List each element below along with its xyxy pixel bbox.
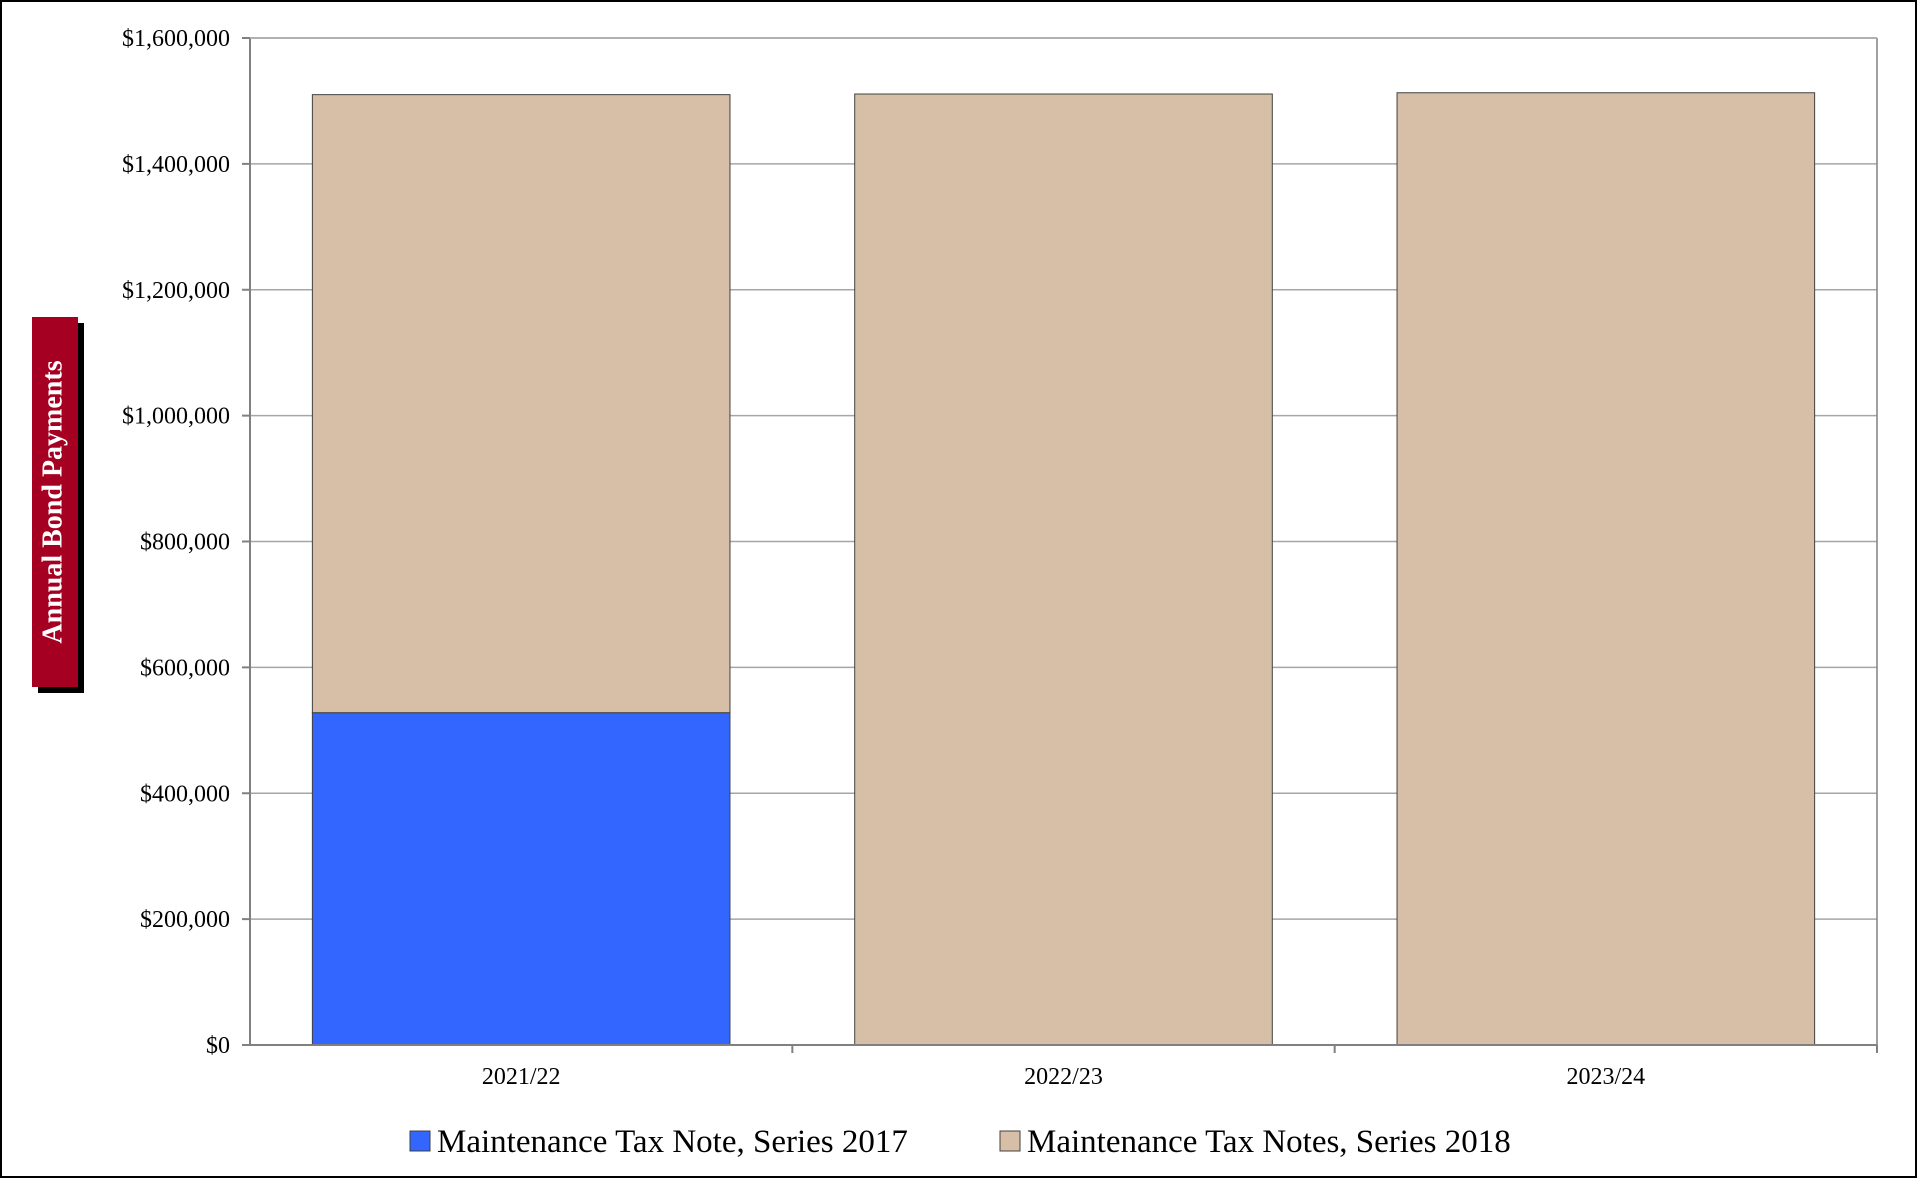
y-tick-label: $1,200,000	[122, 278, 230, 304]
y-tick-label: $1,000,000	[122, 404, 230, 430]
y-tick-label: $0	[206, 1033, 230, 1059]
y-tick-label: $400,000	[140, 781, 230, 807]
y-tick-label: $600,000	[140, 655, 230, 681]
y-axis-label-background	[32, 317, 78, 687]
bar-series-2018-2022-23	[854, 93, 1273, 1046]
legend-swatch	[999, 1130, 1021, 1152]
legend-swatch	[409, 1130, 431, 1152]
bars	[311, 92, 1816, 1046]
x-tick-label: 2022/23	[1024, 1064, 1103, 1090]
y-tick-label: $200,000	[140, 907, 230, 933]
y-tick-label: $800,000	[140, 530, 230, 556]
x-tick-label: 2023/24	[1566, 1064, 1645, 1090]
y-tick-labels: $0 $200,000 $400,000 $600,000 $800,000 $1,000…	[122, 26, 250, 1059]
y-tick-label: $1,600,000	[122, 26, 230, 52]
y-tick-label: $1,400,000	[122, 152, 230, 178]
x-tick-label: 2021/22	[482, 1064, 561, 1090]
bar-series-2017-2021-22	[311, 712, 731, 1046]
x-tick-labels: 2021/22 2022/23 2023/24	[482, 1045, 1878, 1090]
bar-series-2018-2021-22	[311, 94, 731, 714]
y-axis-label: Annual Bond Payments	[37, 360, 68, 643]
y-axis-label-badge: Annual Bond Payments	[32, 317, 84, 693]
legend-label: Maintenance Tax Notes, Series 2018	[1027, 1124, 1511, 1160]
bar-series-2018-2023-24	[1396, 92, 1816, 1046]
legend: Maintenance Tax Note, Series 2017 Mainten…	[409, 1124, 1511, 1160]
legend-label: Maintenance Tax Note, Series 2017	[437, 1124, 908, 1160]
